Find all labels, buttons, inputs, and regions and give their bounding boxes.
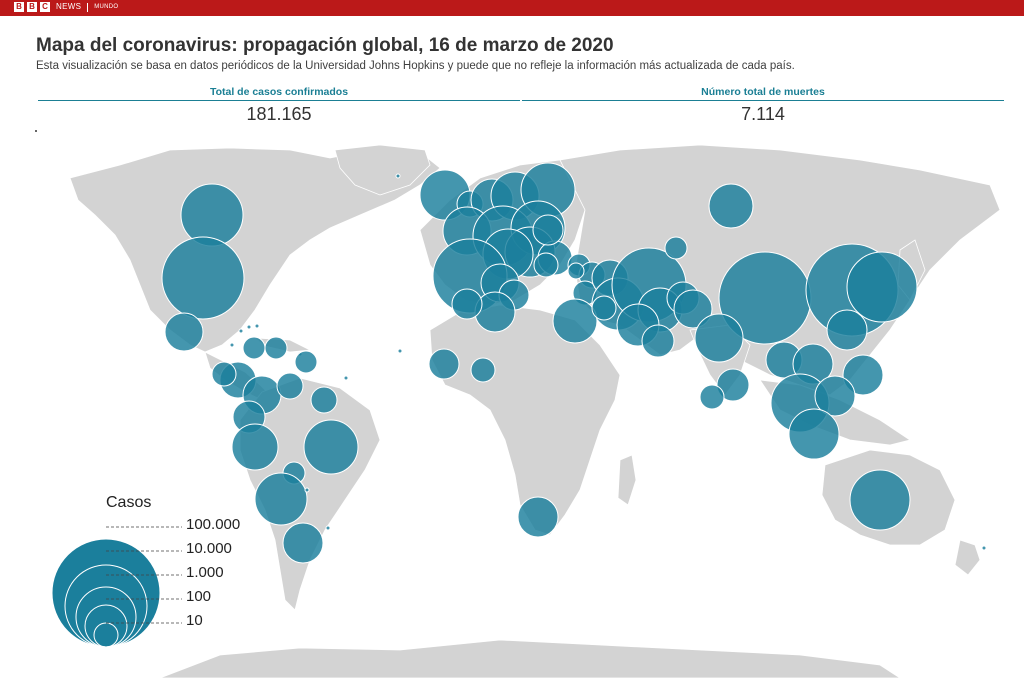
page-title: Mapa del coronavirus: propagación global… [36, 35, 614, 56]
country-bubble[interactable] [814, 375, 856, 417]
country-bubble[interactable] [567, 262, 585, 280]
country-bubble[interactable] [842, 354, 884, 396]
land-north-america [69, 147, 441, 353]
bubble-layer [161, 162, 987, 564]
country-bubble[interactable] [180, 183, 244, 247]
legend-label-1000: 1.000 [186, 564, 224, 581]
brand-section: MUNDO [94, 4, 119, 10]
country-bubble[interactable] [397, 348, 403, 354]
country-bubble[interactable] [246, 324, 252, 330]
country-bubble[interactable] [264, 336, 288, 360]
country-bubble[interactable] [788, 408, 840, 460]
land-greenland [334, 144, 431, 196]
country-bubble[interactable] [673, 289, 713, 329]
country-bubble[interactable] [254, 472, 308, 526]
country-bubble[interactable] [242, 336, 266, 360]
brand-news: NEWS [56, 2, 82, 11]
top-bar: B B C NEWS MUNDO [0, 0, 1024, 16]
country-bubble[interactable] [325, 525, 331, 531]
legend-label-10000: 10.000 [186, 540, 232, 557]
legend-layer [51, 526, 182, 648]
page-subtitle: Esta visualización se basa en datos peri… [36, 60, 795, 72]
bbc-logo-letter-2: B [27, 2, 37, 12]
country-bubble[interactable] [395, 173, 401, 179]
country-bubble[interactable] [304, 487, 310, 493]
legend-label-100000: 100.000 [186, 516, 241, 533]
country-bubble[interactable] [552, 298, 598, 344]
country-bubble[interactable] [294, 350, 318, 374]
country-bubble[interactable] [254, 323, 260, 329]
country-bubble[interactable] [591, 295, 617, 321]
country-bubble[interactable] [826, 309, 868, 351]
country-bubble[interactable] [641, 324, 675, 358]
land-madagascar [617, 454, 637, 506]
country-bubble[interactable] [708, 183, 754, 229]
land-africa [429, 304, 621, 536]
country-bubble[interactable] [161, 236, 245, 320]
stat-deaths-value: 7.114 [741, 104, 785, 124]
country-bubble[interactable] [164, 312, 204, 352]
bbc-logo-letter-3: C [40, 2, 50, 12]
country-bubble[interactable] [517, 496, 559, 538]
legend-label-100: 100 [186, 588, 212, 605]
stat-confirmed: Total de casos confirmados [38, 86, 520, 101]
stat-confirmed-value: 181.165 [246, 104, 312, 124]
country-bubble[interactable] [428, 348, 460, 380]
country-bubble[interactable] [343, 375, 349, 381]
country-bubble[interactable] [470, 357, 496, 383]
country-bubble[interactable] [846, 251, 918, 323]
legend-circle [51, 538, 161, 648]
land-new-zealand [954, 539, 981, 576]
country-bubble[interactable] [849, 469, 911, 531]
stat-deaths-label: Número total de muertes [701, 86, 825, 98]
country-bubble[interactable] [533, 252, 559, 278]
country-bubble[interactable] [310, 386, 338, 414]
country-bubble[interactable] [231, 423, 279, 471]
bbc-logo[interactable]: B B C NEWS MUNDO [14, 2, 118, 12]
country-bubble[interactable] [694, 313, 744, 363]
country-bubble[interactable] [211, 361, 237, 387]
map-marker [35, 130, 37, 132]
country-bubble[interactable] [238, 328, 244, 334]
legend-label-10: 10 [186, 612, 203, 629]
land-antarctica [159, 639, 901, 678]
country-bubble[interactable] [276, 372, 304, 400]
country-bubble[interactable] [451, 288, 483, 320]
country-bubble[interactable] [282, 522, 324, 564]
brand-separator [87, 2, 89, 12]
bbc-logo-letter-1: B [14, 2, 24, 12]
legend-title: Casos [106, 494, 152, 511]
country-bubble[interactable] [229, 342, 235, 348]
country-bubble[interactable] [699, 384, 725, 410]
stat-confirmed-label: Total de casos confirmados [209, 86, 349, 98]
country-bubble[interactable] [664, 236, 688, 260]
country-bubble[interactable] [303, 419, 359, 475]
stat-deaths: Número total de muertes [522, 86, 1004, 101]
country-bubble[interactable] [532, 214, 564, 246]
country-bubble[interactable] [981, 545, 987, 551]
country-bubble[interactable] [716, 368, 750, 402]
